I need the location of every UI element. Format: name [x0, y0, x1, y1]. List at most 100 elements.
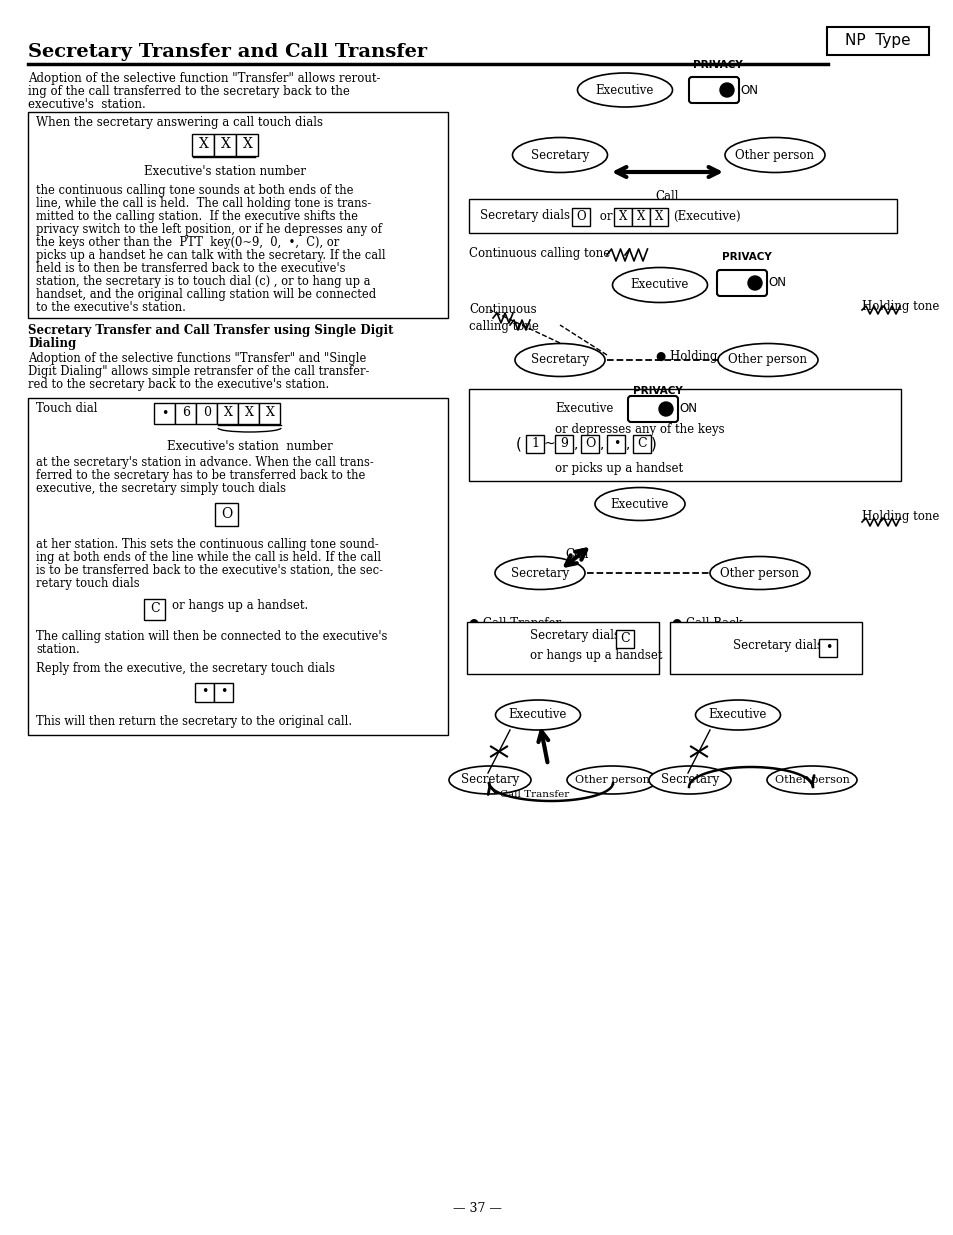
FancyBboxPatch shape: [572, 207, 590, 226]
FancyBboxPatch shape: [826, 27, 928, 56]
FancyBboxPatch shape: [196, 403, 217, 424]
Text: ): ): [650, 436, 657, 452]
Text: at her station. This sets the continuous calling tone sound-: at her station. This sets the continuous…: [36, 538, 378, 551]
Text: picks up a handset he can talk with the secretary. If the call: picks up a handset he can talk with the …: [36, 249, 385, 262]
Text: ~: ~: [542, 437, 555, 451]
Text: X: X: [223, 406, 233, 420]
Text: X: X: [220, 137, 231, 152]
Text: X: X: [618, 210, 627, 224]
FancyBboxPatch shape: [195, 683, 214, 701]
FancyBboxPatch shape: [717, 270, 766, 296]
Ellipse shape: [512, 137, 607, 173]
Text: retary touch dials: retary touch dials: [36, 577, 139, 590]
Text: Touch dial: Touch dial: [36, 403, 97, 415]
Text: Holding tone: Holding tone: [862, 510, 939, 522]
FancyBboxPatch shape: [215, 503, 238, 526]
Text: C: C: [620, 632, 630, 645]
FancyBboxPatch shape: [193, 133, 214, 156]
Text: or: or: [596, 210, 612, 222]
FancyBboxPatch shape: [214, 683, 233, 701]
Text: Dialing: Dialing: [28, 337, 76, 350]
Ellipse shape: [709, 557, 809, 589]
Text: When the secretary answering a call touch dials: When the secretary answering a call touc…: [36, 116, 323, 128]
FancyBboxPatch shape: [214, 133, 236, 156]
Text: X: X: [242, 137, 253, 152]
Text: This will then return the secretary to the original call.: This will then return the secretary to t…: [36, 715, 352, 727]
Text: Secretary Transfer and Call Transfer: Secretary Transfer and Call Transfer: [28, 43, 427, 61]
Text: Other person: Other person: [735, 148, 814, 162]
Text: Executive: Executive: [708, 709, 766, 721]
Text: O: O: [585, 437, 595, 450]
Ellipse shape: [612, 268, 707, 303]
Text: C: C: [637, 437, 647, 450]
Text: Secretary: Secretary: [511, 567, 569, 579]
Text: or hangs up a handset: or hangs up a handset: [530, 650, 661, 662]
Ellipse shape: [515, 343, 604, 377]
Text: Digit Dialing" allows simple retransfer of the call transfer-: Digit Dialing" allows simple retransfer …: [28, 366, 369, 378]
Text: Call Transfer: Call Transfer: [500, 790, 569, 799]
Text: Secretary Transfer and Call Transfer using Single Digit: Secretary Transfer and Call Transfer usi…: [28, 324, 393, 337]
Text: •: •: [824, 641, 831, 655]
Text: is to be transferred back to the executive's station, the sec-: is to be transferred back to the executi…: [36, 564, 382, 577]
Circle shape: [659, 403, 672, 416]
Text: Executive's station number: Executive's station number: [144, 165, 306, 178]
FancyBboxPatch shape: [581, 435, 598, 452]
Ellipse shape: [724, 137, 824, 173]
FancyBboxPatch shape: [469, 199, 896, 233]
FancyBboxPatch shape: [614, 207, 632, 226]
Text: NP  Type: NP Type: [844, 33, 910, 48]
Text: Adoption of the selective functions "Transfer" and "Single: Adoption of the selective functions "Tra…: [28, 352, 366, 366]
Text: •: •: [220, 685, 228, 699]
FancyBboxPatch shape: [669, 622, 862, 674]
FancyBboxPatch shape: [154, 403, 175, 424]
FancyBboxPatch shape: [28, 398, 448, 735]
FancyBboxPatch shape: [467, 622, 659, 674]
Text: PRIVACY: PRIVACY: [692, 61, 742, 70]
Text: •: •: [612, 437, 619, 450]
Text: Secretary: Secretary: [530, 148, 589, 162]
Text: ,: ,: [599, 437, 603, 451]
Text: X: X: [655, 210, 663, 224]
Ellipse shape: [648, 766, 730, 794]
Text: ,: ,: [625, 437, 630, 451]
Text: Secretary dials: Secretary dials: [530, 630, 619, 642]
Text: ● Holding: ● Holding: [656, 350, 717, 363]
FancyBboxPatch shape: [632, 207, 650, 226]
FancyBboxPatch shape: [28, 112, 448, 317]
Text: held is to then be transferred back to the executive's: held is to then be transferred back to t…: [36, 262, 345, 275]
FancyBboxPatch shape: [650, 207, 668, 226]
Text: X: X: [198, 137, 208, 152]
Text: ON: ON: [767, 277, 785, 289]
Text: station.: station.: [36, 643, 80, 656]
Ellipse shape: [577, 73, 672, 107]
Text: Executive: Executive: [508, 709, 567, 721]
Text: the continuous calling tone sounds at both ends of the: the continuous calling tone sounds at bo…: [36, 184, 354, 198]
Ellipse shape: [766, 766, 856, 794]
Text: 9: 9: [560, 437, 568, 450]
Text: Secretary dials: Secretary dials: [732, 640, 822, 652]
Text: or depresses any of the keys: or depresses any of the keys: [555, 424, 724, 436]
Text: Executive: Executive: [630, 279, 688, 291]
Text: — 37 —: — 37 —: [452, 1202, 501, 1215]
Text: PRIVACY: PRIVACY: [633, 387, 682, 396]
Text: at the secretary's station in advance. When the call trans-: at the secretary's station in advance. W…: [36, 456, 374, 469]
Text: Secretary: Secretary: [460, 773, 518, 787]
Text: C: C: [150, 603, 160, 615]
Text: ,: ,: [573, 437, 578, 451]
Text: or picks up a handset: or picks up a handset: [555, 462, 682, 475]
Ellipse shape: [718, 343, 817, 377]
Text: ing of the call transferred to the secretary back to the: ing of the call transferred to the secre…: [28, 85, 350, 98]
Text: X: X: [244, 406, 253, 420]
Text: O: O: [221, 508, 233, 521]
Ellipse shape: [595, 488, 684, 520]
Text: •: •: [201, 685, 209, 699]
Text: Executive: Executive: [610, 498, 668, 510]
Text: Executive: Executive: [596, 84, 654, 96]
Circle shape: [720, 83, 733, 98]
Text: Adoption of the selective function "Transfer" allows rerout-: Adoption of the selective function "Tran…: [28, 72, 380, 85]
FancyBboxPatch shape: [688, 77, 739, 103]
Text: Executive's station  number: Executive's station number: [167, 440, 332, 453]
Text: (Executive): (Executive): [672, 210, 740, 222]
Text: O: O: [576, 210, 586, 224]
FancyBboxPatch shape: [238, 403, 259, 424]
